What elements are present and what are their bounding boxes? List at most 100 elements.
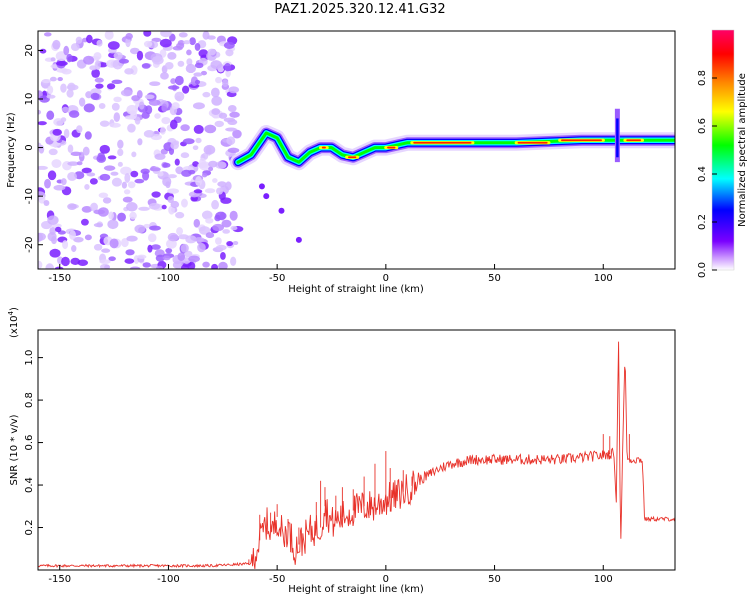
noise-blob <box>90 92 100 101</box>
noise-blob <box>38 109 42 115</box>
noise-blob <box>232 129 242 139</box>
noise-blob <box>166 238 177 249</box>
noise-blob <box>221 219 232 228</box>
noise-blob <box>203 144 216 155</box>
noise-blob <box>66 53 73 63</box>
noise-blob <box>167 195 174 204</box>
noise-blob <box>89 178 98 185</box>
noise-blob <box>129 211 137 220</box>
noise-blob <box>162 162 171 168</box>
noise-blob <box>138 101 145 110</box>
noise-blob <box>123 189 131 195</box>
y-tick-label: 20 <box>24 44 35 57</box>
noise-blob <box>117 139 124 149</box>
noise-blob <box>186 58 193 66</box>
noise-blob <box>258 183 265 190</box>
noise-blob <box>148 202 161 210</box>
noise-blob <box>86 172 96 177</box>
noise-blob <box>70 257 81 265</box>
noise-blob <box>60 178 67 186</box>
noise-blob <box>205 217 214 224</box>
noise-blob <box>162 255 171 261</box>
noise-blob <box>73 236 84 243</box>
noise-blob <box>214 120 225 128</box>
noise-blob <box>53 184 66 191</box>
noise-blob <box>52 39 61 50</box>
noise-blob <box>111 177 122 187</box>
x-tick-label: -100 <box>157 574 180 585</box>
noise-blob <box>181 85 190 94</box>
noise-blob <box>228 86 240 94</box>
top-plot-frame <box>37 30 676 270</box>
noise-blob <box>111 102 120 111</box>
noise-blob <box>212 223 225 232</box>
noise-blob <box>168 205 175 215</box>
noise-blob <box>48 148 58 156</box>
noise-blob <box>85 91 93 99</box>
colorbar-ticks: 0.0 0.2 0.4 0.6 0.8 <box>697 70 717 278</box>
noise-blob <box>93 209 106 215</box>
noise-blob <box>113 96 122 103</box>
noise-blob <box>193 124 204 134</box>
noise-blob <box>225 127 237 132</box>
noise-blob <box>141 63 151 69</box>
noise-blob <box>107 155 117 160</box>
noise-blob <box>124 115 137 120</box>
noise-blob <box>202 91 211 98</box>
noise-blob <box>56 61 68 66</box>
noise-blob <box>185 235 197 244</box>
noise-blob <box>47 85 54 95</box>
colorbar-tick-label: 0.4 <box>697 166 708 182</box>
noise-blob <box>126 104 138 115</box>
noise-blob <box>162 176 172 187</box>
noise-blob <box>215 237 222 245</box>
y-tick-label: 10 <box>24 93 35 106</box>
noise-blob <box>218 261 228 269</box>
noise-blob <box>186 49 192 56</box>
noise-blob <box>38 165 48 170</box>
noise-blob <box>207 48 216 56</box>
noise-blob <box>120 166 132 175</box>
noise-blob <box>38 260 43 269</box>
noise-blob <box>150 244 161 250</box>
colorbar: 0.0 0.2 0.4 0.6 0.8 Normalized spectral ampl… <box>697 29 748 278</box>
noise-blob <box>161 103 168 113</box>
noise-blob <box>67 171 77 181</box>
noise-blob <box>70 151 82 156</box>
noise-blob <box>197 242 206 253</box>
noise-blob <box>215 211 227 221</box>
noise-blob <box>67 161 79 166</box>
noise-blob <box>161 204 167 210</box>
noise-blob <box>113 112 121 123</box>
noise-blob <box>75 36 83 44</box>
noise-blob <box>175 211 185 219</box>
noise-blob <box>113 51 123 60</box>
noise-blob <box>167 232 179 242</box>
noise-blob <box>227 147 240 154</box>
x-tick-label: -50 <box>269 273 285 284</box>
colorbar-tick-label: 0.6 <box>697 118 708 134</box>
noise-blob <box>38 121 47 126</box>
x-tick-label: -100 <box>157 273 180 284</box>
noise-blob <box>56 67 68 73</box>
noise-blob <box>143 40 153 48</box>
noise-blob <box>194 79 201 85</box>
noise-blob <box>103 165 116 171</box>
noise-blob <box>201 172 208 178</box>
noise-blob <box>210 60 222 70</box>
x-tick-label: 100 <box>594 273 613 284</box>
colorbar-tick-label: 0.8 <box>697 70 708 86</box>
noise-blob <box>149 225 161 231</box>
noise-blob <box>192 145 199 151</box>
noise-blob <box>202 261 210 268</box>
noise-blob <box>151 191 161 198</box>
noise-blob <box>108 211 114 220</box>
noise-blob <box>180 124 190 132</box>
noise-blob <box>117 148 124 157</box>
noise-blob <box>104 31 114 40</box>
noise-blob <box>189 37 196 46</box>
noise-blob <box>47 170 57 181</box>
noise-blob <box>106 83 116 90</box>
noise-blob <box>169 119 178 130</box>
noise-blob <box>109 122 121 128</box>
